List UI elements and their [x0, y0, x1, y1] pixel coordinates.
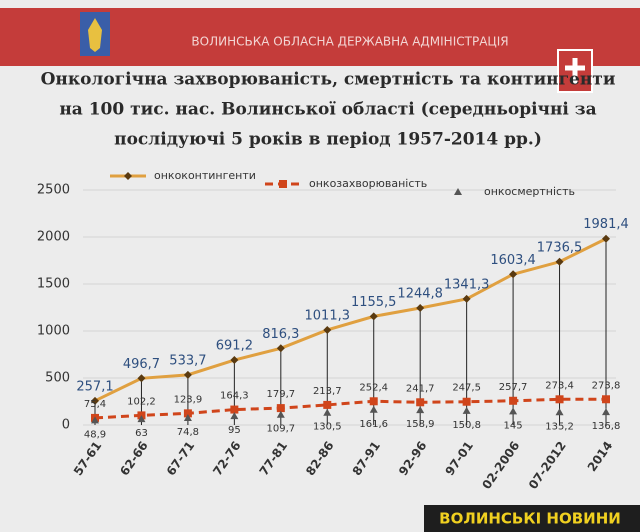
- chart-title: на 100 тис. нас. Волинської області (сер…: [59, 100, 596, 120]
- data-label: 252,4: [359, 382, 388, 393]
- data-label: 691,2: [216, 339, 253, 354]
- point: [323, 408, 332, 416]
- point: [323, 400, 332, 409]
- header-text: ВОЛИНСЬКА ОБЛАСНА ДЕРЖАВНА АДМІНІСТРАЦІЯ: [191, 35, 508, 49]
- point: [230, 356, 239, 365]
- point: [462, 406, 471, 414]
- data-label: 1341,3: [444, 277, 490, 292]
- point: [462, 294, 471, 303]
- data-label: 75,4: [84, 399, 106, 410]
- y-tick-label: 1000: [37, 324, 70, 339]
- point: [323, 325, 332, 334]
- data-label: 136,8: [592, 421, 621, 432]
- point: [509, 270, 518, 279]
- data-label: 130,5: [313, 422, 342, 433]
- data-label: 1981,4: [583, 217, 629, 232]
- point: [555, 408, 564, 416]
- data-label: 145: [504, 420, 523, 431]
- data-label: 109,7: [266, 424, 295, 435]
- data-label: 123,9: [174, 394, 203, 405]
- point: [124, 172, 132, 180]
- y-tick-label: 500: [45, 371, 70, 386]
- data-label: 496,7: [123, 357, 160, 372]
- data-label: 1244,8: [397, 286, 443, 301]
- watermark: ВОЛИНСЬКІ НОВИНИ: [439, 510, 621, 528]
- point: [509, 407, 518, 415]
- data-label: 257,7: [499, 382, 528, 393]
- point: [91, 396, 99, 405]
- point: [183, 370, 192, 379]
- data-label: 213,7: [313, 386, 342, 397]
- data-label: 247,5: [452, 383, 481, 394]
- watermark-band: [424, 505, 640, 532]
- point: [416, 406, 425, 414]
- data-label: 74,8: [177, 427, 199, 438]
- data-label: 241,7: [406, 383, 435, 394]
- point: [276, 404, 285, 413]
- point: [276, 410, 285, 418]
- point: [183, 413, 192, 421]
- point: [230, 405, 239, 414]
- point: [602, 395, 610, 404]
- data-label: 1603,4: [490, 253, 536, 268]
- point: [276, 344, 285, 353]
- chart-title: Онкологічна захворюваність, смертність т…: [41, 70, 616, 90]
- data-label: 533,7: [169, 353, 206, 368]
- data-label: 48,9: [84, 429, 106, 440]
- point: [454, 188, 462, 195]
- series-line: [94, 237, 607, 403]
- y-tick-label: 2000: [37, 230, 70, 245]
- point: [91, 416, 99, 424]
- point: [137, 374, 146, 383]
- chart-title: послідуючі 5 років в період 1957-2014 рр…: [114, 130, 542, 150]
- data-label: 273,8: [592, 380, 621, 391]
- data-label: 135,2: [545, 421, 574, 432]
- trident: [88, 18, 102, 52]
- data-label: 273,4: [545, 380, 574, 391]
- y-tick-label: 2500: [37, 183, 70, 198]
- point: [555, 395, 564, 404]
- data-label: 150,8: [452, 420, 481, 431]
- data-label: 161,6: [359, 419, 388, 430]
- y-tick-label: 0: [62, 418, 70, 433]
- legend-label: онкосмертність: [484, 185, 575, 198]
- point: [602, 234, 610, 243]
- point: [416, 398, 425, 407]
- legend-label: онкоконтингенти: [154, 169, 256, 182]
- data-label: 63: [135, 428, 148, 439]
- point: [230, 412, 239, 420]
- data-label: 1011,3: [305, 308, 351, 323]
- series-line: [94, 397, 607, 420]
- point: [369, 405, 378, 413]
- point: [183, 409, 192, 418]
- point: [137, 415, 146, 423]
- data-label: 1155,5: [351, 295, 397, 310]
- point: [602, 408, 610, 416]
- data-label: 1736,5: [537, 240, 583, 255]
- legend-label: онкозахворюваність: [309, 177, 427, 190]
- point: [279, 180, 287, 188]
- data-label: 158,9: [406, 419, 435, 430]
- point: [416, 303, 425, 312]
- data-label: 102,2: [127, 396, 156, 407]
- point: [555, 257, 564, 266]
- data-label: 95: [228, 425, 241, 436]
- y-tick-label: 1500: [37, 277, 70, 292]
- point: [462, 397, 471, 406]
- data-label: 179,7: [266, 389, 295, 400]
- emblem-cross: [565, 58, 585, 84]
- point: [369, 397, 378, 406]
- data-label: 816,3: [262, 327, 299, 342]
- point: [509, 396, 518, 405]
- data-label: 164,3: [220, 391, 249, 402]
- data-label: 257,1: [76, 379, 113, 394]
- point: [369, 312, 378, 321]
